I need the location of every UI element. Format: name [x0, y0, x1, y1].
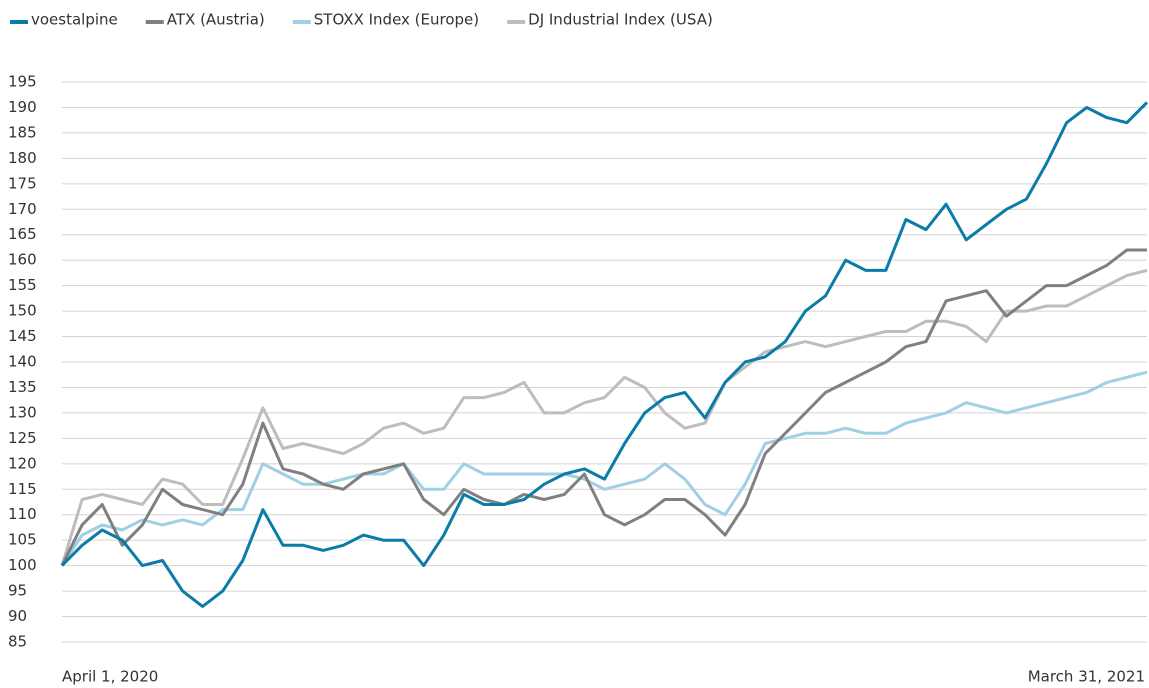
series-line [60, 248, 1147, 567]
legend-label: ATX (Austria) [167, 11, 265, 29]
y-tick-label: 120 [8, 454, 37, 472]
y-tick-label: 105 [8, 531, 37, 549]
y-tick-label: 175 [8, 174, 37, 192]
series-line [60, 268, 1148, 567]
y-tick-label: 90 [8, 607, 27, 625]
y-tick-label: 195 [8, 73, 37, 91]
y-tick-label: 190 [8, 98, 37, 116]
y-tick-label: 95 [8, 582, 27, 600]
y-tick-label: 150 [8, 302, 37, 320]
y-tick-label: 100 [8, 556, 37, 574]
legend-label: STOXX Index (Europe) [314, 11, 479, 29]
legend-label: DJ Industrial Index (USA) [528, 11, 713, 29]
y-tick-label: 135 [8, 378, 37, 396]
y-tick-label: 145 [8, 327, 37, 345]
y-tick-label: 155 [8, 276, 37, 294]
y-tick-label: 85 [8, 633, 27, 651]
legend-label: voestalpine [31, 11, 118, 29]
y-tick-label: 180 [8, 149, 37, 167]
y-tick-label: 140 [8, 353, 37, 371]
y-tick-label: 170 [8, 200, 37, 218]
series-line [60, 370, 1148, 567]
y-tick-label: 165 [8, 225, 37, 243]
y-tick-label: 125 [8, 429, 37, 447]
x-tick-label: April 1, 2020 [62, 668, 158, 686]
y-tick-label: 185 [8, 123, 37, 141]
y-tick-label: 130 [8, 403, 37, 421]
y-tick-label: 160 [8, 251, 37, 269]
series-line [60, 101, 1149, 608]
y-tick-label: 115 [8, 480, 37, 498]
y-tick-label: 110 [8, 505, 37, 523]
x-tick-label: March 31, 2021 [1028, 668, 1145, 686]
